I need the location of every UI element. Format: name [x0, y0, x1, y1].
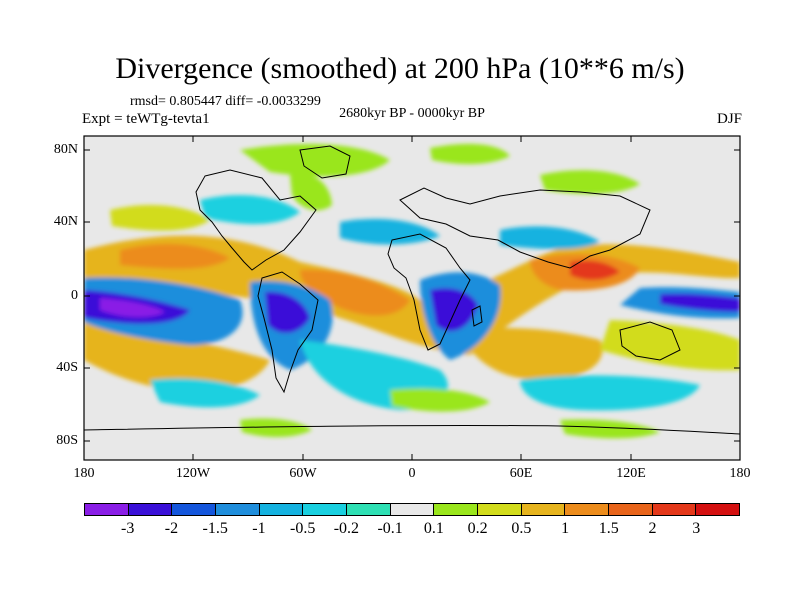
axis-ticks: [84, 136, 740, 460]
colorbar-label: 2: [648, 520, 657, 537]
experiment-label: Expt = teWTg-tevta1: [82, 111, 210, 127]
season-label: DJF: [716, 111, 742, 127]
colorbar-label: -0.2: [333, 520, 360, 537]
colorbar-swatch: [652, 504, 697, 515]
x-label-180w: 180: [73, 466, 95, 481]
x-label-0: 0: [408, 466, 416, 481]
colorbar-swatch: [216, 504, 260, 515]
period-text: 2680kyr BP - 0000kyr BP: [339, 106, 485, 121]
colorbar: [84, 503, 740, 516]
colorbar-label: 1: [561, 520, 570, 537]
colorbar-label: 0.2: [467, 520, 488, 537]
colorbar-label: -0.5: [289, 520, 316, 537]
colorbar-label: -1.5: [202, 520, 228, 537]
colorbar-swatch: [85, 504, 129, 515]
colorbar-swatch: [390, 504, 435, 515]
colorbar-swatch: [434, 504, 479, 515]
x-label-120e: 120E: [616, 466, 646, 481]
colorbar-label: -3: [121, 520, 135, 537]
y-label-80s: 80S: [56, 433, 78, 448]
x-label-60w: 60W: [289, 466, 317, 481]
colorbar-swatch: [259, 504, 304, 515]
colorbar-swatch: [521, 504, 566, 515]
stats-text: rmsd= 0.805447 diff= -0.0033299: [130, 94, 321, 109]
colorbar-label: 1.5: [598, 520, 619, 537]
colorbar-swatch: [478, 504, 522, 515]
colorbar-swatch: [172, 504, 217, 515]
y-label-80n: 80N: [53, 142, 78, 157]
colorbar-swatch: [696, 504, 740, 515]
y-label-40n: 40N: [53, 214, 78, 229]
field-layer: [84, 136, 740, 460]
colorbar-label: 0.1: [423, 520, 444, 537]
colorbar-label: -2: [164, 520, 179, 537]
colorbar-label: -1: [252, 520, 266, 537]
x-label-180e: 180: [729, 466, 751, 481]
colorbar-label: 3: [692, 520, 701, 537]
colorbar-swatch: [128, 504, 173, 515]
y-label-40s: 40S: [56, 360, 78, 375]
colorbar-swatch: [609, 504, 653, 515]
colorbar-swatch: [303, 504, 348, 515]
colorbar-swatch: [565, 504, 610, 515]
colorbar-label: -0.1: [377, 520, 403, 537]
x-label-60e: 60E: [509, 466, 533, 481]
map-title: Divergence (smoothed) at 200 hPa (10**6 …: [115, 52, 685, 85]
colorbar-swatch: [347, 504, 391, 515]
x-label-120w: 120W: [175, 466, 211, 481]
colorbar-label: 0.5: [511, 520, 532, 537]
coastlines: [84, 145, 740, 435]
y-label-0: 0: [71, 288, 78, 303]
